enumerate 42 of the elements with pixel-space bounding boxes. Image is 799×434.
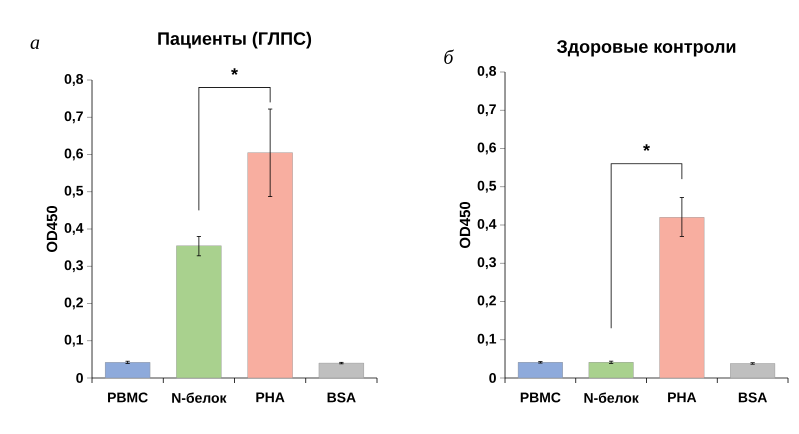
bar [588,362,634,378]
bar [318,362,364,378]
bar [176,246,222,378]
y-tick-label: 0 [76,373,83,383]
y-tick-label: 0,1 [64,334,84,347]
y-tick-label: 0,8 [64,74,84,86]
x-tick-label: PBMC [108,392,148,402]
y-tick-label: 0,3 [64,260,83,272]
x-tick-label: N-белок [584,392,639,403]
chart-title: Здоровые контроли [556,40,736,56]
y-tick-label: 0,1 [478,334,496,346]
x-tick-label: BSA [738,392,767,402]
bar [659,217,704,378]
x-tick-label: PHA [668,392,696,402]
y-axis-title: OD450 [46,206,58,252]
x-tick-label: PHA [256,392,284,402]
bar [730,363,776,378]
y-tick-label: 0 [489,373,496,383]
y-tick-label: 0,5 [64,186,84,198]
y-tick-label: 0,8 [478,66,496,78]
bar [247,152,293,378]
y-tick-label: 0,6 [64,148,83,160]
text: б [444,49,454,64]
chart-title: Пациенты (ГЛПС) [158,32,312,48]
annotation: * [643,144,650,151]
y-tick-label: 0,4 [64,223,84,235]
y-tick-label: 0,7 [478,104,496,116]
bar [104,362,150,378]
text: а [30,39,40,50]
bar [518,362,563,378]
x-tick-label: PBMC [520,392,561,402]
y-axis-title: OD450 [460,202,470,248]
y-tick-label: 0,2 [64,298,83,310]
y-tick-label: 0,6 [478,142,496,154]
x-tick-label: BSA [328,392,356,402]
y-tick-label: 0,2 [478,296,496,308]
y-tick-label: 0,4 [478,219,496,231]
text: * [231,68,238,75]
y-tick-label: 0,7 [64,111,83,124]
x-tick-label: N-белок [172,392,227,403]
y-tick-label: 0,5 [478,180,496,193]
y-tick-label: 0,3 [478,257,496,270]
